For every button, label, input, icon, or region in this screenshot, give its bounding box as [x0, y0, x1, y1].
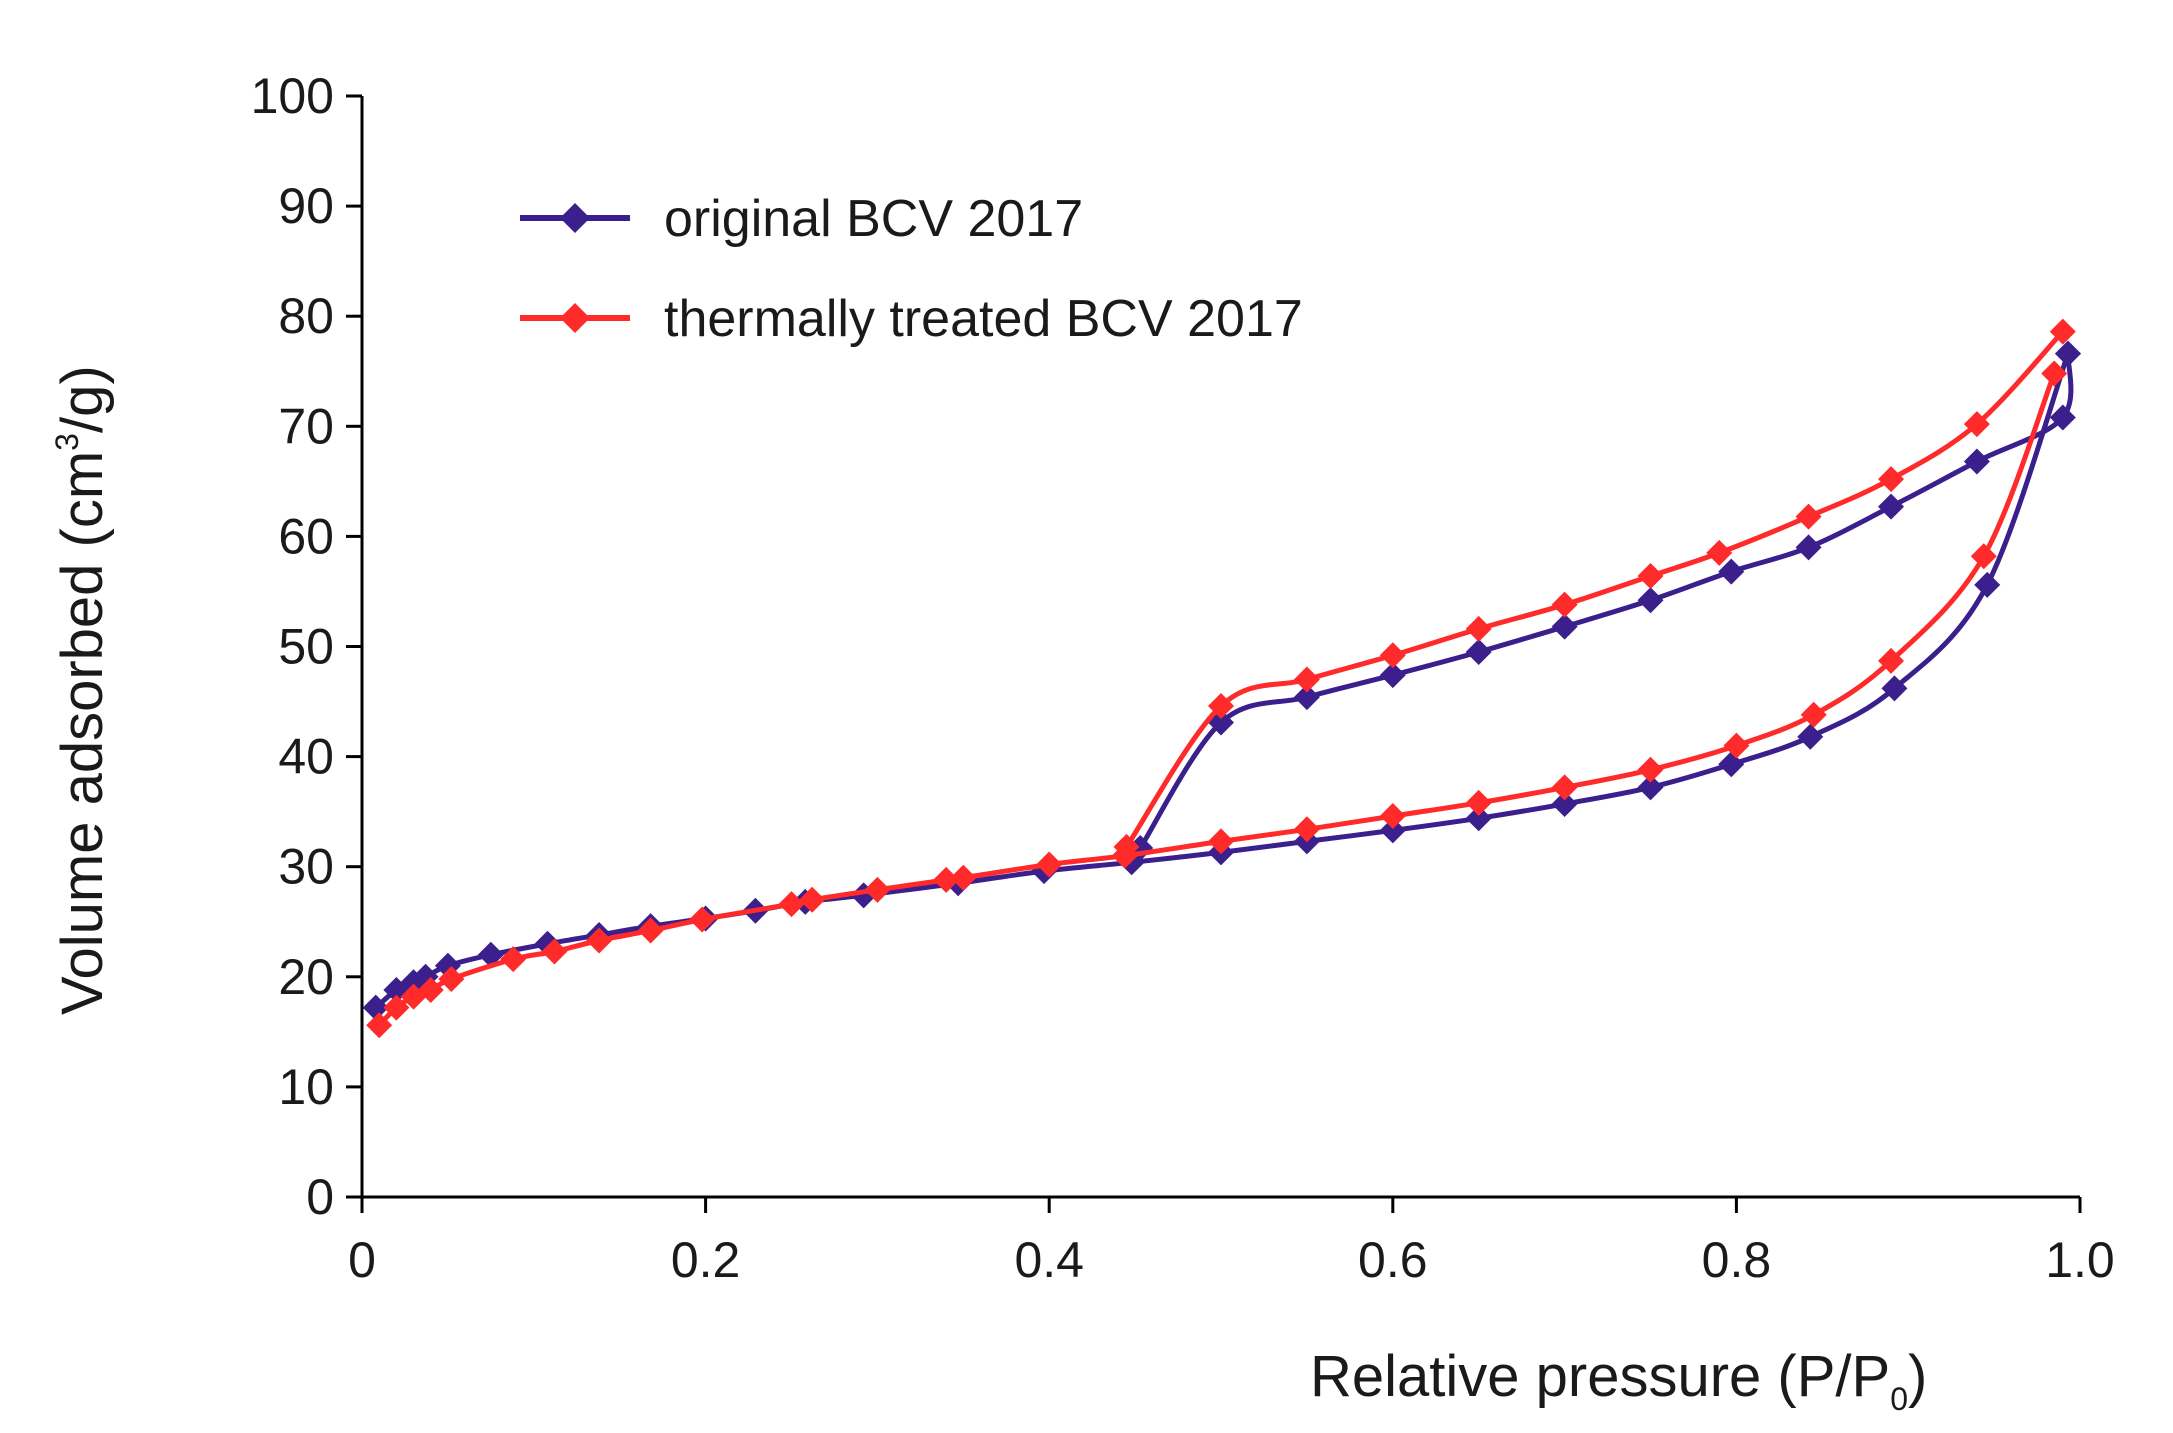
data-point: [1465, 789, 1492, 816]
data-point: [1465, 639, 1492, 666]
data-point: [864, 876, 891, 903]
data-point: [2049, 318, 2076, 345]
data-point: [1551, 613, 1578, 640]
y-axis-title-end: /g): [50, 365, 115, 433]
data-point: [1208, 828, 1234, 855]
y-tick-label: 90: [278, 178, 334, 234]
data-point: [1465, 805, 1492, 832]
data-point: [778, 891, 805, 918]
series-layer: [362, 318, 2081, 1039]
y-axis-title: Volume adsorbed (cm3/g): [49, 365, 115, 1015]
data-point: [637, 917, 664, 944]
data-point: [1718, 751, 1745, 778]
data-point: [362, 994, 389, 1021]
data-point: [1379, 817, 1406, 844]
y-tick-label: 60: [278, 508, 334, 564]
data-point: [799, 886, 826, 913]
data-point: [950, 864, 977, 891]
data-point: [1797, 723, 1824, 750]
data-point: [1637, 756, 1664, 783]
data-point: [1551, 790, 1578, 817]
legend-item-thermal: thermally treated BCV 2017: [520, 290, 1303, 348]
x-axis-title-main: Relative pressure (P/P: [1310, 1344, 1890, 1409]
legend: original BCV 2017 thermally treated BCV …: [520, 190, 1303, 348]
data-point: [1637, 587, 1664, 614]
ticks-layer: 0 10 20 30 40 50 60 70 80 90 100 0 0.2 0.4 0.6 0.8 1.0: [251, 68, 2115, 1288]
data-point: [438, 966, 465, 993]
data-point: [500, 946, 527, 973]
legend-marker-thermal: [560, 303, 590, 333]
x-tick-label: 0.4: [1014, 1232, 1084, 1288]
y-tick-label: 20: [278, 949, 334, 1005]
data-point: [1878, 466, 1905, 493]
x-tick-label: 0.6: [1358, 1232, 1428, 1288]
data-point: [1878, 647, 1905, 674]
data-point: [1795, 534, 1822, 561]
data-point: [689, 906, 716, 933]
data-point: [1036, 851, 1063, 878]
data-point: [1963, 411, 1990, 438]
legend-item-original: original BCV 2017: [520, 190, 1083, 248]
axes-layer: [360, 96, 2080, 1199]
x-tick-label: 1.0: [2045, 1232, 2115, 1288]
data-point: [1795, 503, 1822, 530]
y-tick-label: 30: [278, 839, 334, 895]
data-point: [1379, 662, 1406, 689]
data-point: [2054, 340, 2081, 367]
data-point: [1970, 543, 1997, 570]
data-point: [417, 977, 444, 1004]
series-0: [362, 340, 2081, 1021]
legend-label-thermal: thermally treated BCV 2017: [664, 290, 1303, 348]
x-tick-label: 0: [348, 1232, 376, 1288]
data-point: [1293, 816, 1320, 843]
data-point: [1800, 701, 1827, 728]
data-point: [1113, 833, 1140, 860]
data-point: [1293, 666, 1320, 693]
data-point: [541, 938, 568, 965]
data-point: [1881, 675, 1908, 702]
data-point: [1379, 642, 1406, 669]
data-point: [1379, 803, 1406, 830]
series-line-desorption: [1138, 353, 2074, 850]
data-point: [366, 1012, 393, 1039]
x-axis-title-end: ): [1908, 1344, 1927, 1409]
y-tick-label: 100: [251, 68, 334, 124]
x-tick-label: 0.8: [1702, 1232, 1772, 1288]
series-line-adsorption: [374, 352, 2071, 1010]
y-tick-label: 50: [278, 619, 334, 675]
data-point: [1974, 571, 2001, 598]
legend-label-original: original BCV 2017: [664, 190, 1083, 248]
data-point: [2049, 404, 2076, 431]
data-point: [1878, 493, 1905, 520]
series-1: [366, 318, 2076, 1039]
y-tick-label: 40: [278, 729, 334, 785]
x-axis-title-sub: 0: [1890, 1381, 1908, 1417]
y-axis-title-main: Volume adsorbed (cm: [50, 451, 115, 1015]
y-tick-label: 10: [278, 1059, 334, 1115]
x-tick-label: 0.2: [671, 1232, 741, 1288]
data-point: [2041, 360, 2068, 387]
data-point: [383, 994, 410, 1021]
y-axis-title-sup: 3: [49, 433, 85, 451]
x-axis-title: Relative pressure (P/P0): [1310, 1344, 1927, 1417]
data-point: [1723, 732, 1750, 759]
y-tick-label: 0: [306, 1169, 334, 1225]
data-point: [1637, 774, 1664, 801]
y-tick-label: 70: [278, 398, 334, 454]
y-tick-label: 80: [278, 288, 334, 344]
data-point: [1208, 692, 1234, 719]
data-point: [1637, 563, 1664, 590]
data-point: [1706, 539, 1733, 566]
data-point: [1718, 558, 1745, 585]
data-point: [1551, 591, 1578, 618]
legend-marker-original: [560, 203, 590, 233]
series-line-desorption: [1124, 329, 2065, 849]
data-point: [586, 927, 613, 954]
data-point: [1465, 615, 1492, 642]
data-point: [933, 866, 960, 893]
data-point: [1293, 684, 1320, 711]
data-point: [1963, 448, 1990, 475]
data-point: [1551, 774, 1578, 801]
